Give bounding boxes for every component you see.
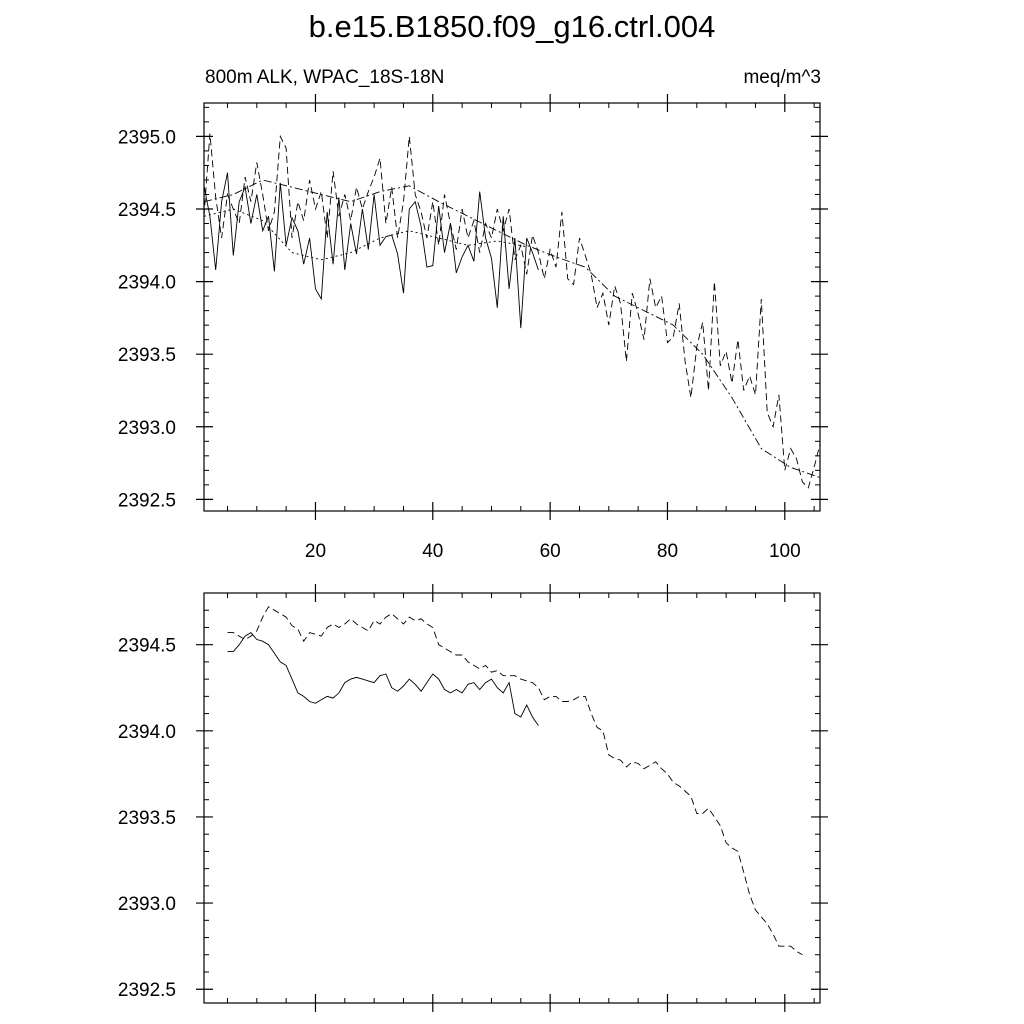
series-line-solid (203, 172, 539, 329)
plot-frame (203, 592, 821, 1004)
y-tick-label: 2394.5 (118, 200, 176, 221)
x-tick-label: 100 (769, 541, 801, 562)
series-line-solid (227, 632, 539, 726)
figure-title: b.e15.B1850.f09_g16.ctrl.004 (309, 9, 716, 44)
plot-frame (203, 102, 821, 512)
series-line-dotted (203, 208, 527, 261)
top-chart-variable-label: 800m ALK, WPAC_18S-18N (205, 67, 444, 88)
bottom-line-chart: 2392.5 2393.0 2393.5 2394.0 2394.5 (118, 584, 828, 1012)
top-chart-units-label: meq/m^3 (743, 67, 821, 88)
series-line-dash-dot (203, 179, 821, 479)
top-line-chart: 20 40 60 80 100 2392.5 2393.0 2393.5 2394.0 2394.… (118, 94, 828, 562)
y-tick-label: 2393.5 (118, 345, 176, 366)
y-tick-label: 2392.5 (118, 490, 176, 511)
x-tick-label: 40 (422, 541, 443, 562)
series-line-dashed (203, 133, 821, 489)
y-tick-label: 2394.5 (118, 636, 176, 657)
y-tick-label: 2392.5 (118, 980, 176, 1001)
y-tick-label: 2395.0 (118, 127, 176, 148)
y-tick-label: 2393.0 (118, 418, 176, 439)
y-tick-label: 2394.0 (118, 722, 176, 743)
y-tick-label: 2394.0 (118, 273, 176, 294)
x-tick-label: 60 (540, 541, 561, 562)
x-tick-label: 20 (305, 541, 326, 562)
y-tick-label: 2393.0 (118, 894, 176, 915)
series-line-dashed (227, 606, 803, 956)
x-tick-label: 80 (657, 541, 678, 562)
y-tick-label: 2393.5 (118, 808, 176, 829)
